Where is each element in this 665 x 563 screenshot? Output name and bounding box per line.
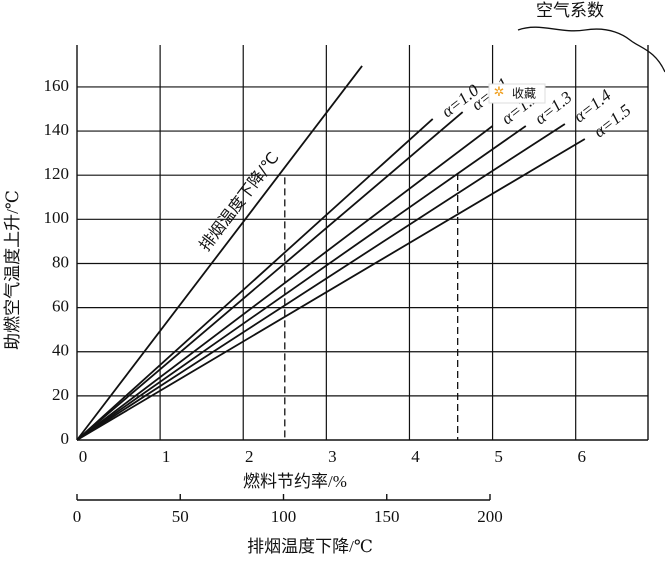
line-label: 排烟温度下降/℃ <box>195 148 282 254</box>
y-tick-label: 120 <box>44 164 70 183</box>
x-axis-title: 燃料节约率/% <box>243 472 347 491</box>
secondary-x-tick-label: 50 <box>172 507 189 526</box>
series-line <box>76 125 494 441</box>
secondary-x-tick-label: 200 <box>477 507 503 526</box>
x-tick-label: 5 <box>494 447 503 466</box>
series-line <box>76 125 527 441</box>
star-icon: ✲ <box>494 84 505 99</box>
annotation: 空气系数 <box>536 1 604 20</box>
secondary-x-tick-label: 150 <box>374 507 400 526</box>
annotation-brace <box>517 26 665 73</box>
x-tick-label: 1 <box>162 447 171 466</box>
overlay-button[interactable]: ✲ 收藏 <box>488 83 546 104</box>
x-tick-label: 2 <box>245 447 254 466</box>
series-line <box>76 111 464 441</box>
series-line <box>76 123 566 441</box>
y-tick-label: 20 <box>52 385 69 404</box>
x-tick-label: 0 <box>79 447 88 466</box>
series-line <box>76 118 434 441</box>
x-tick-label: 6 <box>577 447 586 466</box>
series-line <box>76 65 363 441</box>
button-label: 收藏 <box>512 87 536 101</box>
y-tick-label: 80 <box>52 252 69 271</box>
x-tick-label: 3 <box>328 447 337 466</box>
secondary-x-tick-label: 0 <box>73 507 82 526</box>
secondary-x-axis-title: 排烟温度下降/℃ <box>247 537 373 556</box>
y-tick-label: 100 <box>44 208 70 227</box>
y-tick-label: 60 <box>52 297 69 316</box>
y-axis-title: 助燃空气温度上升/℃ <box>3 190 22 350</box>
y-tick-label: 40 <box>52 341 69 360</box>
y-tick-label: 160 <box>44 76 70 95</box>
y-tick-label: 0 <box>61 429 70 448</box>
series-line <box>76 138 586 441</box>
secondary-x-tick-label: 100 <box>271 507 297 526</box>
button-box <box>488 83 546 104</box>
y-tick-label: 140 <box>44 120 70 139</box>
x-tick-label: 4 <box>411 447 420 466</box>
